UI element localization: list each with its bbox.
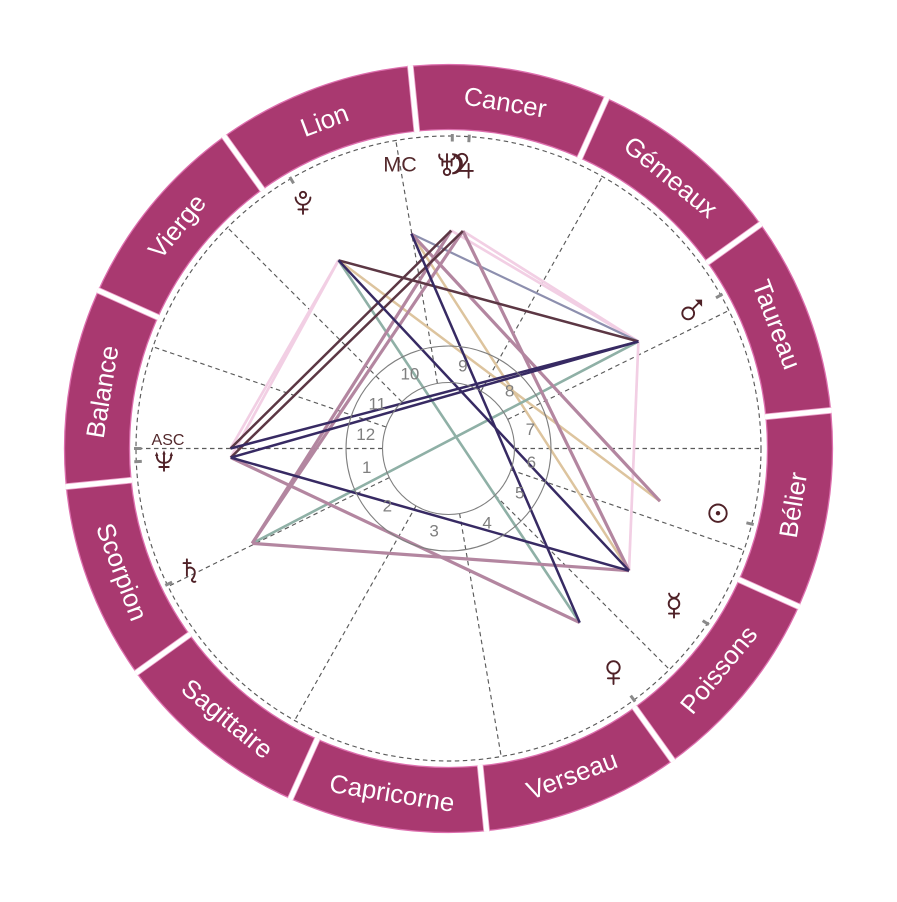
svg-text:4: 4 xyxy=(482,514,491,533)
svg-text:10: 10 xyxy=(400,364,419,383)
svg-text:7: 7 xyxy=(526,420,535,439)
svg-text:3: 3 xyxy=(429,522,438,541)
svg-text:12: 12 xyxy=(356,425,375,444)
svg-text:1: 1 xyxy=(362,458,371,477)
svg-text:8: 8 xyxy=(505,381,514,400)
svg-text:5: 5 xyxy=(515,484,524,503)
svg-text:11: 11 xyxy=(368,395,386,414)
svg-text:ASC: ASC xyxy=(152,432,185,449)
svg-text:MC: MC xyxy=(383,153,416,177)
svg-text:9: 9 xyxy=(458,356,467,375)
svg-text:2: 2 xyxy=(383,497,392,516)
svg-text:6: 6 xyxy=(527,453,536,472)
